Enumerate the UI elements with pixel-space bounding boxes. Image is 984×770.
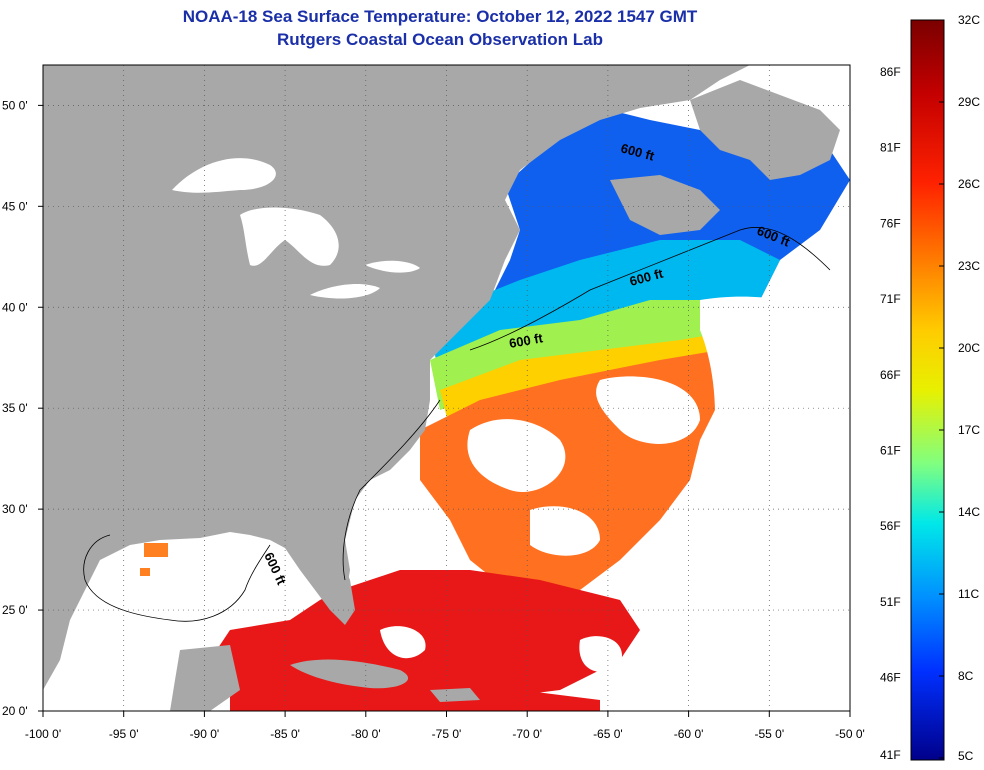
longitude-tick-label: -55 0': [754, 727, 784, 741]
latitude-tick-label: 35 0': [2, 401, 28, 415]
longitude-tick-label: -80 0': [351, 727, 381, 741]
colorbar-celsius-labels: 32C 29C 26C 23C 20C 17C 14C 11C 8C 5C: [939, 13, 980, 763]
latitude-tick-label: 20 0': [2, 704, 28, 718]
temperature-colorbar: [910, 19, 945, 761]
colorbar-celsius-label: 14C: [958, 505, 980, 519]
colorbar-celsius-label: 20C: [958, 341, 980, 355]
land-north-america: [43, 65, 750, 690]
colorbar-celsius-label: 32C: [958, 13, 980, 27]
contour-600ft-line: [83, 227, 831, 622]
longitude-tick-label: -90 0': [190, 727, 220, 741]
longitude-tick-label: -75 0': [432, 727, 462, 741]
latitude-axis-labels: 50 0' 45 0' 40 0' 35 0' 30 0' 25 0' 20 0': [2, 98, 28, 718]
latitude-tick-label: 25 0': [2, 603, 28, 617]
colorbar-celsius-label: 29C: [958, 95, 980, 109]
colorbar-celsius-label: 23C: [958, 259, 980, 273]
land-cuba: [290, 659, 409, 689]
latitude-tick-label: 50 0': [2, 98, 28, 112]
colorbar-fahrenheit-label: 51F: [880, 595, 901, 609]
longitude-tick-label: -100 0': [25, 727, 61, 741]
contour-label-600ft-4: 600 ft: [508, 330, 545, 351]
graticule: [38, 65, 851, 717]
longitude-tick-label: -65 0': [593, 727, 623, 741]
colorbar-fahrenheit-label: 76F: [880, 216, 901, 230]
longitude-tick-label: -70 0': [512, 727, 542, 741]
colorbar-fahrenheit-label: 41F: [880, 748, 901, 762]
colorbar-celsius-label: 17C: [958, 423, 980, 437]
lake-superior: [172, 158, 276, 193]
latitude-tick-label: 40 0': [2, 300, 28, 314]
colorbar-celsius-label: 26C: [958, 177, 980, 191]
colorbar-celsius-label: 5C: [958, 749, 974, 763]
colorbar-fahrenheit-label: 81F: [880, 141, 901, 155]
map-subtitle: Rutgers Coastal Ocean Observation Lab: [277, 30, 603, 49]
longitude-tick-label: -85 0': [270, 727, 300, 741]
longitude-tick-label: -60 0': [674, 727, 704, 741]
latitude-tick-label: 30 0': [2, 502, 28, 516]
longitude-tick-label: -50 0': [835, 727, 865, 741]
longitude-tick-label: -95 0': [109, 727, 139, 741]
lake-erie-ontario: [310, 284, 380, 299]
colorbar-fahrenheit-label: 61F: [880, 444, 901, 458]
map-title: NOAA-18 Sea Surface Temperature: October…: [182, 7, 698, 26]
lake-michigan-huron: [240, 207, 339, 266]
colorbar-fahrenheit-label: 66F: [880, 368, 901, 382]
colorbar-fahrenheit-label: 71F: [880, 292, 901, 306]
colorbar-fahrenheit-label: 46F: [880, 671, 901, 685]
colorbar-celsius-label: 8C: [958, 669, 974, 683]
land-newfoundland: [690, 80, 840, 180]
colorbar-fahrenheit-labels: 86F 81F 76F 71F 66F 61F 56F 51F 46F 41F: [880, 65, 901, 762]
colorbar-fahrenheit-label: 56F: [880, 519, 901, 533]
latitude-tick-label: 45 0': [2, 199, 28, 213]
longitude-axis-labels: -100 0' -95 0' -90 0' -85 0' -80 0' -75 0' -70…: [25, 727, 865, 741]
map-frame: [42, 64, 851, 712]
colorbar-fahrenheit-label: 86F: [880, 65, 901, 79]
land-florida: [315, 555, 355, 625]
colorbar-celsius-label: 11C: [958, 587, 979, 601]
